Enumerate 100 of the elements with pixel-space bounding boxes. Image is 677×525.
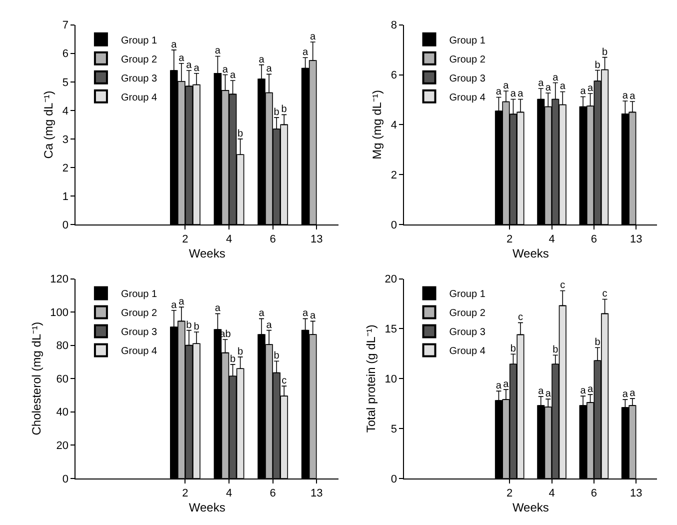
- y-tick-label: 6: [390, 70, 397, 82]
- y-tick-label: 0: [62, 219, 68, 232]
- y-axis-title: Mg (mg dL⁻¹): [370, 90, 384, 160]
- legend-label: Group 2: [449, 308, 486, 320]
- data-label: c: [518, 312, 523, 324]
- x-tick-label: 2: [182, 234, 188, 246]
- y-tick-label: 4: [62, 105, 68, 118]
- data-label: a: [302, 47, 309, 58]
- legend-label: Group 2: [120, 54, 158, 66]
- x-tick-label: 4: [548, 234, 555, 246]
- data-label: a: [580, 386, 586, 397]
- legend-label: Group 3: [120, 327, 158, 338]
- x-tick-label: 13: [310, 234, 323, 246]
- y-axis-title: Ca (mg dL⁻¹): [42, 90, 56, 159]
- data-label: a: [310, 31, 316, 42]
- x-tick-label: 2: [506, 234, 513, 246]
- data-label: b: [281, 104, 288, 116]
- data-label: a: [622, 389, 628, 400]
- legend-label: Group 2: [449, 54, 486, 66]
- data-label: a: [214, 46, 221, 57]
- data-label: a: [503, 379, 510, 390]
- legend-label: Group 2: [120, 308, 158, 320]
- y-tick-label: 6: [62, 48, 68, 60]
- x-axis-title: Weeks: [512, 246, 549, 261]
- y-tick-label: 100: [50, 306, 68, 319]
- y-tick-label: 7: [62, 20, 68, 32]
- y-tick-label: 1: [62, 190, 68, 203]
- data-label: a: [538, 78, 544, 89]
- y-tick-label: 8: [390, 20, 397, 32]
- x-tick-label: 6: [590, 234, 597, 246]
- data-label: a: [630, 90, 636, 102]
- legend-label: Group 1: [449, 289, 486, 300]
- y-tick-label: 4: [390, 120, 397, 132]
- data-label: a: [258, 308, 265, 320]
- data-label: a: [258, 54, 265, 66]
- x-tick-label: 6: [270, 234, 276, 246]
- y-tick-label: 80: [56, 340, 68, 352]
- data-label: b: [186, 320, 192, 331]
- data-label: b: [194, 321, 200, 332]
- x-tick-label: 4: [226, 488, 232, 500]
- legend-label: Group 3: [449, 73, 486, 84]
- data-label: a: [266, 320, 272, 331]
- x-axis-title: Weeks: [188, 500, 226, 515]
- y-tick-label: 0: [62, 473, 68, 486]
- data-label: a: [510, 88, 516, 100]
- y-tick-label: 2: [390, 169, 397, 182]
- data-label: b: [594, 60, 601, 71]
- legend-label: Group 4: [449, 346, 486, 358]
- data-label: a: [302, 308, 309, 320]
- legend-label: Group 4: [120, 346, 158, 358]
- x-tick-label: 4: [226, 234, 232, 246]
- data-label: c: [560, 280, 566, 292]
- legend-label: Group 4: [449, 92, 486, 104]
- y-tick-label: 2: [62, 162, 68, 174]
- x-tick-label: 2: [182, 488, 188, 500]
- data-label: a: [545, 82, 552, 94]
- legend-label: Group 3: [449, 327, 486, 338]
- y-tick-label: 20: [384, 274, 397, 286]
- data-label: a: [310, 310, 316, 322]
- data-label: b: [238, 128, 244, 140]
- data-label: a: [545, 388, 552, 400]
- y-tick-label: 40: [56, 406, 68, 419]
- data-label: a: [194, 62, 200, 74]
- legend-label: Group 1: [120, 289, 158, 300]
- y-tick-label: 5: [62, 76, 68, 89]
- x-tick-label: 6: [270, 488, 276, 500]
- legend-label: Group 1: [120, 35, 158, 46]
- data-label: a: [496, 86, 502, 98]
- y-tick-label: 60: [56, 373, 68, 386]
- data-label: b: [510, 344, 516, 355]
- data-label: b: [552, 344, 559, 356]
- data-label: b: [274, 107, 280, 118]
- data-label: a: [630, 388, 636, 400]
- data-label: b: [238, 346, 244, 358]
- data-label: a: [588, 82, 594, 94]
- data-label: a: [580, 86, 586, 98]
- y-tick-label: 120: [50, 274, 68, 286]
- y-tick-label: 0: [390, 219, 397, 232]
- x-tick-label: 6: [590, 488, 597, 500]
- data-label: a: [266, 64, 272, 75]
- data-label: a: [503, 80, 510, 92]
- y-tick-label: 0: [390, 473, 397, 486]
- y-tick-label: 3: [62, 134, 68, 146]
- legend-label: Group 1: [449, 35, 486, 46]
- data-label: a: [538, 386, 544, 398]
- data-label: a: [622, 90, 628, 102]
- data-label: a: [518, 88, 524, 100]
- data-label: b: [230, 354, 236, 365]
- data-label: a: [496, 380, 502, 392]
- x-tick-label: 13: [310, 488, 323, 500]
- data-label: a: [214, 303, 221, 314]
- y-axis-title: Cholesterol (mg dL⁻¹): [29, 322, 44, 436]
- data-label: c: [282, 376, 287, 387]
- data-label: a: [171, 39, 178, 50]
- legend-label: Group 3: [120, 73, 158, 84]
- x-tick-label: 13: [630, 234, 642, 246]
- data-label: a: [560, 81, 566, 92]
- y-tick-label: 5: [390, 423, 397, 436]
- y-tick-label: 10: [384, 373, 397, 386]
- legend-label: Group 4: [120, 92, 158, 104]
